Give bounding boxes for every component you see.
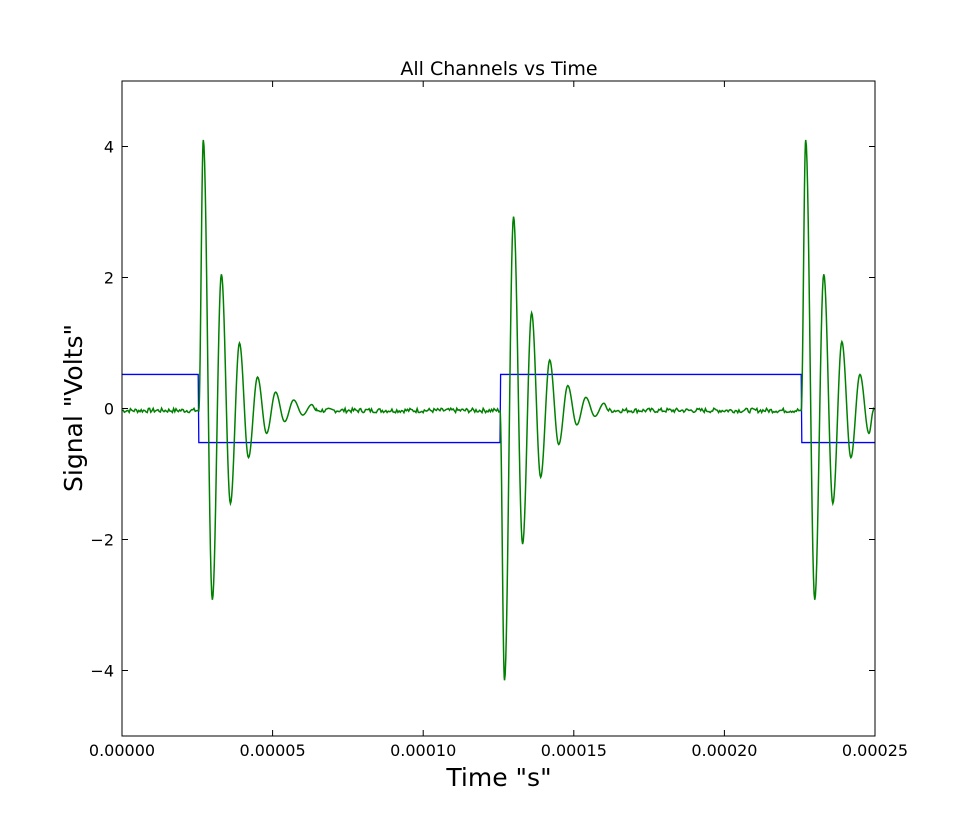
y-tick-label: 4 <box>104 138 114 157</box>
x-tick-label: 0.00010 <box>390 741 456 760</box>
x-tick-label: 0.00005 <box>240 741 306 760</box>
x-tick-label: 0.00000 <box>89 741 155 760</box>
series-line-ringing <box>122 139 875 681</box>
x-tick-label: 0.00015 <box>541 741 607 760</box>
x-tick-label: 0.00025 <box>842 741 908 760</box>
series-line-square-wave <box>122 373 875 444</box>
x-axis: 0.00000 0.00005 0.00010 0.00015 0.00020 0.000… <box>89 81 908 760</box>
x-tick-label: 0.00020 <box>691 741 757 760</box>
y-tick-label: −4 <box>90 662 114 681</box>
y-tick-label: 0 <box>104 400 114 419</box>
x-axis-label: Time "s" <box>445 763 551 792</box>
chart-title: All Channels vs Time <box>400 58 597 80</box>
y-tick-label: −2 <box>90 531 114 550</box>
y-axis-label: Signal "Volts" <box>59 324 88 492</box>
y-tick-label: 2 <box>104 269 114 288</box>
series-layer <box>122 139 875 681</box>
y-axis: −4 −2 0 2 4 <box>90 138 875 681</box>
